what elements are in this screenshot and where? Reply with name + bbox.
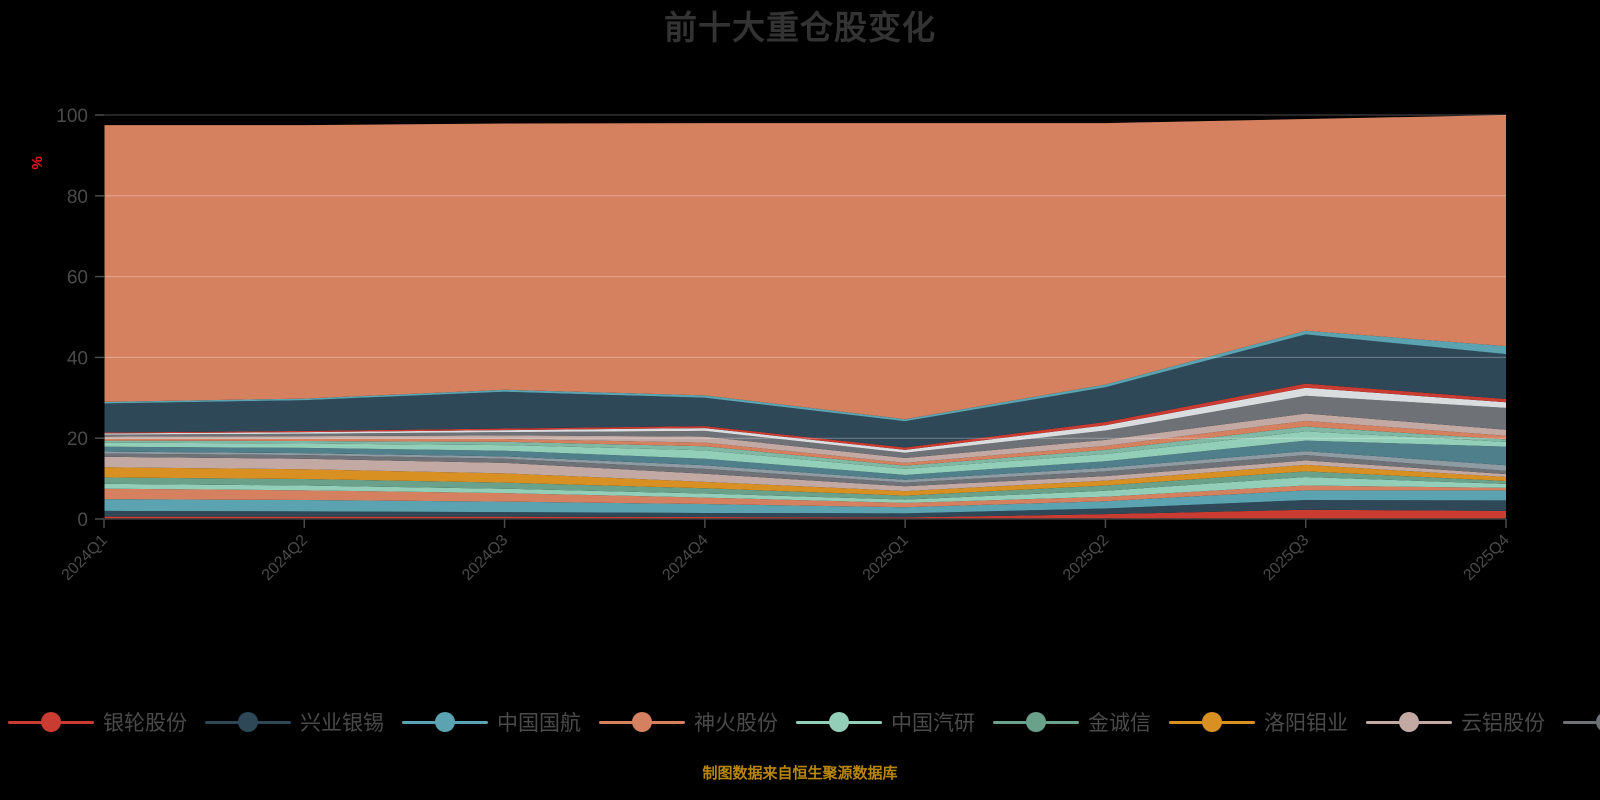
gridlines [104, 114, 1506, 439]
area-series [104, 395, 1506, 458]
legend-item-label: 中国国航 [497, 712, 581, 735]
legend-line-icon [402, 720, 436, 724]
legend-item-8[interactable]: 南 [1563, 707, 1600, 737]
area-series [104, 509, 1506, 519]
area-series [104, 451, 1506, 483]
area-series [104, 471, 1506, 500]
legend-item-1[interactable]: 兴业银锡 [205, 707, 384, 737]
y-tick-label: 100 [56, 106, 88, 127]
chart-legend[interactable]: 银轮股份兴业银锡中国国航神火股份中国汽研金诚信洛阳钼业云铝股份南1/4 [0, 694, 1600, 750]
legend-item-3[interactable]: 神火股份 [599, 707, 778, 737]
x-tick-label: 2024Q1 [59, 532, 111, 584]
legend-line-icon [848, 720, 882, 724]
chart-plot-area: 0 20 40 60 80 100% 2024Q1 2024Q2 2024Q3 2024Q4 202… [29, 106, 1513, 584]
legend-item-2[interactable]: 中国国航 [402, 707, 581, 737]
area-series [104, 464, 1506, 496]
x-tick-label: 2025Q1 [860, 532, 912, 584]
y-axis-unit-label: % [29, 156, 46, 169]
x-tick-label: 2025Q4 [1461, 532, 1513, 584]
legend-item-label: 兴业银锡 [300, 712, 384, 735]
area-series [104, 383, 1506, 450]
y-tick-label: 40 [67, 348, 88, 369]
x-tick-label: 2025Q2 [1060, 532, 1112, 584]
legend-line-icon [1221, 720, 1255, 724]
y-tick-label: 20 [67, 429, 88, 450]
legend-marker-icon [435, 712, 455, 732]
legend-line-icon [796, 720, 830, 724]
x-tick-label: 2024Q3 [459, 532, 511, 584]
area-series [104, 476, 1506, 503]
legend-item-4[interactable]: 中国汽研 [796, 707, 975, 737]
area-series [104, 330, 1506, 422]
legend-marker-icon [1026, 712, 1046, 732]
y-tick-label: 0 [77, 510, 88, 531]
legend-item-label: 云铝股份 [1461, 712, 1545, 735]
legend-marker-icon [1596, 712, 1600, 732]
area-series [104, 485, 1506, 508]
legend-marker-icon [1399, 712, 1419, 732]
legend-item-7[interactable]: 云铝股份 [1366, 707, 1545, 737]
legend-item-label: 中国汽研 [891, 712, 975, 735]
legend-marker-icon [1202, 712, 1222, 732]
y-tick-label: 60 [67, 268, 88, 289]
legend-line-icon [651, 720, 685, 724]
area-series-group [104, 115, 1506, 519]
chart-footnote: 制图数据来自恒生聚源数据库 [702, 765, 898, 782]
legend-item-0[interactable]: 银轮股份 [8, 707, 187, 737]
area-series [104, 426, 1506, 469]
area-series [104, 440, 1506, 480]
legend-line-icon [60, 720, 94, 724]
area-series [104, 387, 1506, 453]
area-series [104, 115, 1506, 420]
area-series [104, 334, 1506, 448]
stacked-area-chart: 0 20 40 60 80 100% 2024Q1 2024Q2 2024Q3 2024Q4 202… [29, 106, 1513, 584]
legend-line-icon [257, 720, 291, 724]
legend-line-icon [599, 720, 633, 724]
legend-item-5[interactable]: 金诚信 [993, 707, 1151, 737]
legend-marker-icon [829, 712, 849, 732]
area-series [104, 453, 1506, 487]
page-title: 前十大重仓股变化 [664, 9, 936, 46]
area-series [104, 490, 1506, 514]
legend-line-icon [1366, 720, 1400, 724]
legend-line-icon [1563, 720, 1597, 724]
legend-line-icon [1169, 720, 1203, 724]
x-tick-label: 2024Q4 [659, 532, 711, 584]
legend-line-icon [454, 720, 488, 724]
legend-line-icon [1045, 720, 1079, 724]
legend-item-label: 银轮股份 [103, 712, 187, 735]
area-series [104, 500, 1506, 518]
legend-item-label: 金诚信 [1088, 712, 1151, 735]
legend-item-label: 洛阳钼业 [1264, 712, 1348, 735]
legend-marker-icon [238, 712, 258, 732]
x-tick-label: 2024Q2 [259, 532, 311, 584]
legend-item-6[interactable]: 洛阳钼业 [1169, 707, 1348, 737]
area-series [104, 413, 1506, 463]
legend-marker-icon [41, 712, 61, 732]
legend-line-icon [8, 720, 42, 724]
legend-marker-icon [632, 712, 652, 732]
area-series [104, 456, 1506, 492]
legend-line-icon [993, 720, 1027, 724]
legend-item-label: 神火股份 [694, 712, 778, 735]
x-tick-label: 2025Q3 [1260, 532, 1312, 584]
legend-line-icon [205, 720, 239, 724]
legend-line-icon [1418, 720, 1452, 724]
y-tick-label: 80 [67, 187, 88, 208]
area-series [104, 431, 1506, 475]
